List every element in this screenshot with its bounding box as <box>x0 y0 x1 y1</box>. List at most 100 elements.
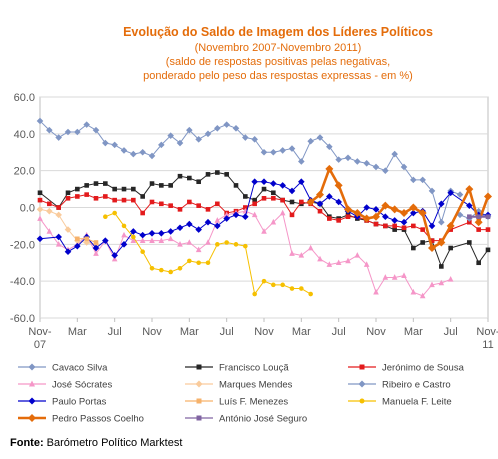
data-point <box>261 278 267 284</box>
data-point <box>205 260 211 266</box>
data-point <box>36 206 44 213</box>
x-tick-label: Nov <box>142 326 162 338</box>
data-point <box>233 242 239 247</box>
data-point <box>74 128 81 136</box>
data-point <box>204 218 212 226</box>
data-point <box>308 291 313 297</box>
data-point <box>92 244 100 252</box>
data-point <box>419 292 426 299</box>
data-point <box>75 236 80 242</box>
data-point <box>485 247 491 253</box>
data-point <box>325 164 334 173</box>
x-tick-label: Mar <box>68 326 87 338</box>
data-point <box>187 175 192 181</box>
data-point <box>447 276 454 282</box>
legend-swatch-marker <box>28 397 36 405</box>
data-point <box>46 126 53 134</box>
data-point <box>93 250 99 256</box>
data-point <box>46 207 53 215</box>
x-tick-label: Nov- <box>28 326 52 338</box>
x-tick-label: Jul <box>220 326 234 338</box>
series-line <box>39 120 461 223</box>
data-point <box>64 248 72 255</box>
data-point <box>232 125 240 132</box>
data-point <box>307 137 314 145</box>
data-point <box>65 190 71 196</box>
data-point <box>392 223 397 229</box>
data-point <box>186 239 193 245</box>
data-point <box>215 170 220 175</box>
x-tick-label: 11 <box>482 339 493 351</box>
series-9 <box>306 164 492 253</box>
data-point <box>55 211 62 219</box>
data-point <box>326 193 333 200</box>
data-point <box>55 241 62 247</box>
legend-entry: Manuela F. Leite <box>348 397 452 408</box>
source-note: Fonte: Barómetro Político Marktest <box>10 437 182 449</box>
data-point <box>438 279 445 286</box>
data-point <box>103 194 108 199</box>
data-point <box>317 208 323 214</box>
data-point <box>56 205 61 210</box>
data-point <box>363 204 370 211</box>
data-point <box>476 214 481 220</box>
x-tick-label: Nov <box>254 326 274 338</box>
data-point <box>196 203 201 208</box>
data-point <box>437 238 446 247</box>
data-point <box>167 132 174 139</box>
data-point <box>279 147 286 154</box>
data-point <box>159 267 164 273</box>
data-point <box>232 211 240 219</box>
data-point <box>158 229 165 237</box>
data-point <box>111 252 118 259</box>
data-point <box>438 218 445 226</box>
legend-label: José Sócrates <box>52 380 112 391</box>
data-point <box>84 236 89 242</box>
data-point <box>243 205 248 210</box>
data-point <box>242 134 249 141</box>
data-point <box>391 150 398 158</box>
data-point <box>446 221 455 230</box>
data-point <box>280 197 285 203</box>
legend-swatch-marker <box>195 380 203 388</box>
data-point <box>381 201 390 210</box>
data-point <box>327 216 332 221</box>
data-point <box>363 261 370 267</box>
data-point <box>411 245 416 251</box>
data-point <box>392 227 397 232</box>
data-point <box>64 128 72 136</box>
data-point <box>400 163 408 171</box>
data-point <box>149 265 155 271</box>
legend-label: Ribeiro e Castro <box>382 380 451 391</box>
legend-label: Cavaco Silva <box>52 363 108 374</box>
data-point <box>372 206 380 213</box>
data-point <box>260 178 268 186</box>
data-point <box>372 212 380 221</box>
legend-swatch-marker <box>196 398 202 404</box>
data-point <box>401 272 407 278</box>
data-point <box>102 139 109 147</box>
data-point <box>411 223 416 229</box>
data-point <box>271 190 276 196</box>
data-point <box>55 233 62 241</box>
x-tick-label: Jul <box>444 326 458 338</box>
data-point <box>37 190 43 196</box>
x-tick-label: Jul <box>108 326 122 338</box>
data-point <box>289 250 295 256</box>
chart-title: Evolução do Saldo de Imagem dos Líderes … <box>123 25 433 39</box>
data-point <box>243 194 248 199</box>
data-point <box>37 215 43 221</box>
series-8 <box>103 210 313 297</box>
data-point <box>354 158 361 165</box>
data-point <box>158 237 165 243</box>
source-label: Fonte: <box>10 437 44 449</box>
data-point <box>419 176 426 184</box>
data-point <box>176 139 184 147</box>
x-tick-label: Mar <box>180 326 199 338</box>
data-point <box>243 243 248 249</box>
legend-entry: Luís F. Menezes <box>185 397 288 408</box>
data-point <box>335 198 342 206</box>
data-point <box>176 224 184 232</box>
